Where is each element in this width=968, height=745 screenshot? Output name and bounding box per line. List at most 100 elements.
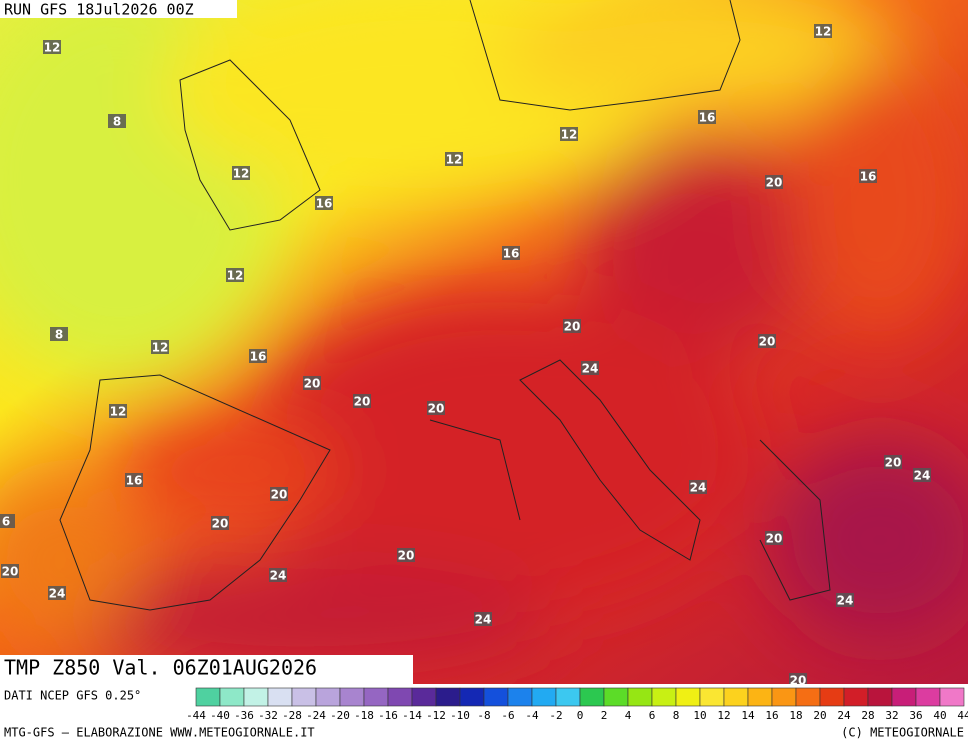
contour-label-box [226,268,244,282]
contour-label: 24 [582,362,599,376]
colorbar-swatch [435,687,461,707]
colorbar-tick-label: -40 [210,709,230,722]
colorbar-swatch [819,687,845,707]
contour-label-box [884,455,902,469]
contour-label: 20 [766,532,783,546]
colorbar-swatch [891,687,917,707]
contour-label: 12 [561,128,578,142]
contour-label: 20 [766,176,783,190]
temperature-field [0,0,968,684]
contour-label: 20 [212,517,229,531]
contour-label-box [814,24,832,38]
contour-label-box [789,673,807,687]
contour-label: 12 [446,153,463,167]
contour-label-box [249,349,267,363]
contour-label-box [270,487,288,501]
contour-label: 24 [49,587,66,601]
run-box [0,0,237,18]
colorbar-swatch [795,687,821,707]
contour-label-box [427,401,445,415]
colorbar-tick-label: 14 [741,709,755,722]
field-label: TMP Z850 Val. 06Z01AUG2026 [4,656,317,680]
contour-label-box [303,376,321,390]
field-box [0,655,413,684]
run-label: RUN GFS 18Jul2026 00Z [4,1,194,19]
colorbar-swatch [699,687,725,707]
contour-label: 24 [914,469,931,483]
colorbar-swatch [675,687,701,707]
contour-label: 20 [398,549,415,563]
contour-label: 12 [227,269,244,283]
contour-label-box [563,319,581,333]
contour-label: 20 [885,456,902,470]
colorbar-swatch [315,687,341,707]
contour-label: 6 [2,515,10,529]
coastlines [59,0,831,611]
contour-label: 24 [270,569,287,583]
contour-label-box [397,548,415,562]
colorbar-swatch [243,687,269,707]
colorbar-tick-label: 18 [789,709,802,722]
contour-label-box [758,334,776,348]
colorbar-swatch [411,687,437,707]
colorbar-tick-label: -18 [354,709,374,722]
colorbar-swatch [915,687,941,707]
contour-label-box [315,196,333,210]
colorbar-swatch [651,687,677,707]
colorbar-tick-label: 24 [837,709,851,722]
contour-label-box [913,468,931,482]
colorbar-swatch [387,687,413,707]
contour-label-box [765,175,783,189]
contour-label-box [859,169,877,183]
contour-label-box [50,327,68,341]
contour-label: 16 [699,111,716,125]
colorbar-swatch [483,687,509,707]
colorbar-swatch [555,687,581,707]
colorbar-tick-label: -44 [186,709,206,722]
contour-label-box [151,340,169,354]
colorbar-tick-label: -28 [282,709,302,722]
contour-label: 16 [503,247,520,261]
contour-label-box [698,110,716,124]
contour-label: 24 [690,481,707,495]
contour-label-box [445,152,463,166]
source-label: DATI NCEP GFS 0.25° [4,689,141,703]
contour-label: 12 [152,341,169,355]
colorbar-swatch [867,687,893,707]
colorbar-tick-label: 2 [601,709,608,722]
colorbar-tick-label: -6 [501,709,514,722]
colorbar-swatch [507,687,533,707]
contour-label-box [108,114,126,128]
contour-label: 16 [126,474,143,488]
colorbar-tick-label: 36 [909,709,922,722]
colorbar-swatch [843,687,869,707]
contour-label-box [581,361,599,375]
contour-label: 20 [271,488,288,502]
contour-label-box [836,593,854,607]
credits-label: MTG-GFS — ELABORAZIONE WWW.METEOGIORNALE… [4,726,315,740]
contour-label: 20 [428,402,445,416]
contour-label-box [765,531,783,545]
colorbar-swatch [603,687,629,707]
contour-label: 20 [2,565,19,579]
colorbar-tick-label: -12 [426,709,446,722]
colorbar-swatch [459,687,485,707]
contour-label: 12 [233,167,250,181]
colorbar-tick-label: 8 [673,709,680,722]
contour-label: 16 [316,197,333,211]
colorbar-tick-label: 6 [649,709,656,722]
contour-label: 12 [44,41,61,55]
contour-label: 20 [564,320,581,334]
copyright-label: (C) METEOGIORNALE [841,726,964,740]
colorbar-swatch [723,687,749,707]
contour-label-box [353,394,371,408]
colorbar-swatch [291,687,317,707]
contour-label-box [502,246,520,260]
colorbar-swatch [627,687,653,707]
contour-label-box [232,166,250,180]
colorbar-swatch [339,687,365,707]
colorbar-tick-label: 40 [933,709,946,722]
colorbar-swatch [363,687,389,707]
